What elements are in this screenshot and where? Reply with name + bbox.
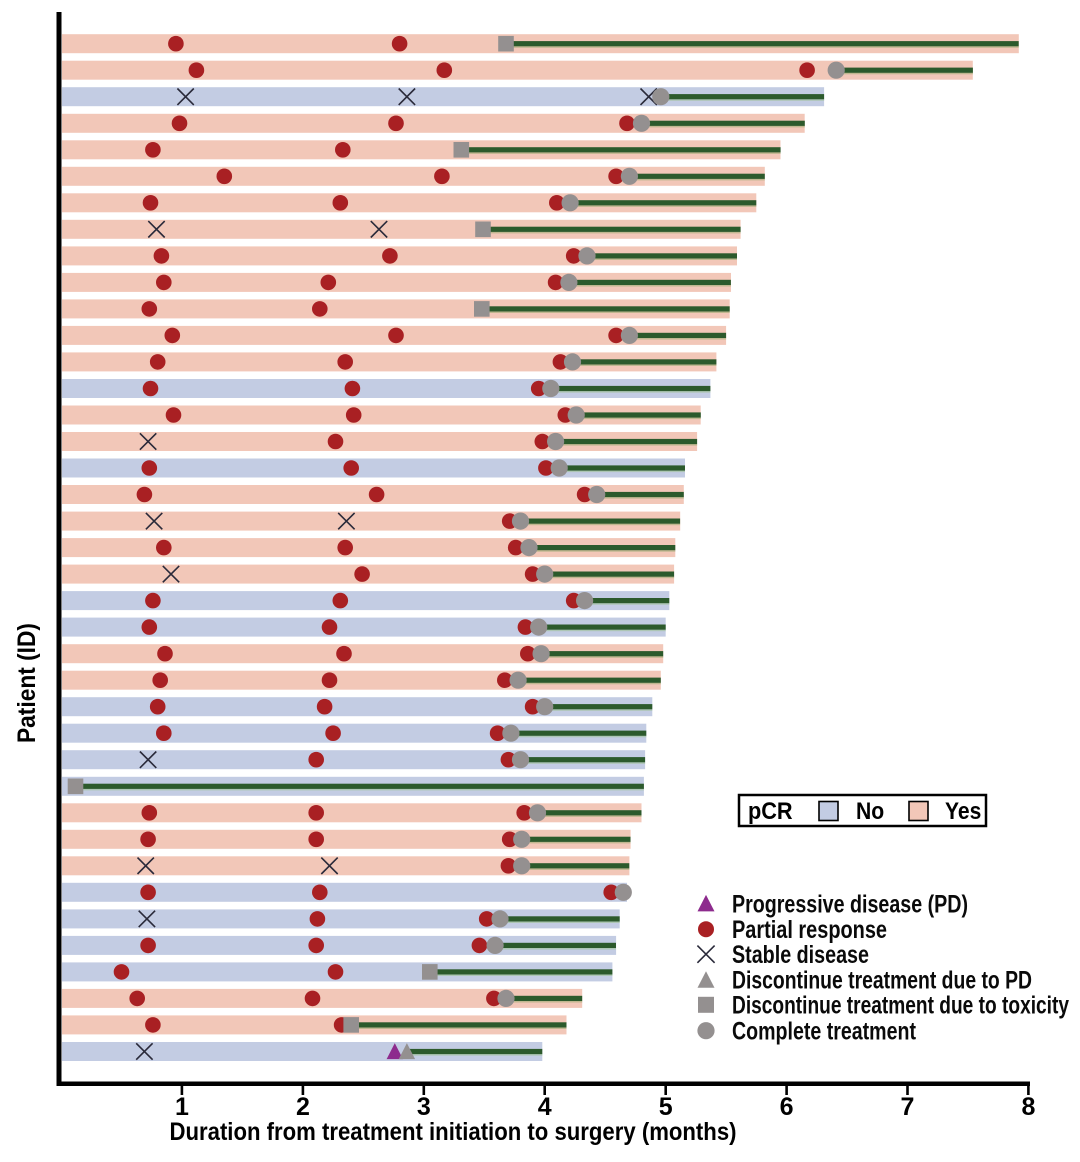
svg-text:7: 7 bbox=[901, 1093, 915, 1121]
svg-text:8: 8 bbox=[1021, 1093, 1035, 1121]
svg-text:Stable disease: Stable disease bbox=[732, 941, 869, 969]
svg-text:3: 3 bbox=[417, 1093, 431, 1121]
svg-text:Patient (ID): Patient (ID) bbox=[13, 623, 41, 743]
svg-text:6: 6 bbox=[780, 1093, 794, 1121]
svg-text:4: 4 bbox=[538, 1093, 552, 1121]
svg-text:5: 5 bbox=[659, 1093, 673, 1121]
svg-text:Partial response: Partial response bbox=[732, 916, 887, 944]
svg-text:No: No bbox=[856, 798, 884, 825]
svg-text:Complete treatment: Complete treatment bbox=[732, 1018, 917, 1046]
svg-text:2: 2 bbox=[296, 1093, 310, 1121]
svg-text:Yes: Yes bbox=[945, 798, 981, 825]
svg-text:Progressive disease (PD): Progressive disease (PD) bbox=[732, 890, 968, 918]
svg-text:Discontinue treatment due to t: Discontinue treatment due to toxicity bbox=[732, 992, 1069, 1020]
svg-text:Duration from treatment initia: Duration from treatment initiation to su… bbox=[170, 1118, 737, 1146]
svg-text:Discontinue treatment due to P: Discontinue treatment due to PD bbox=[732, 967, 1032, 995]
svg-text:1: 1 bbox=[175, 1093, 189, 1121]
svg-text:pCR: pCR bbox=[748, 798, 793, 825]
